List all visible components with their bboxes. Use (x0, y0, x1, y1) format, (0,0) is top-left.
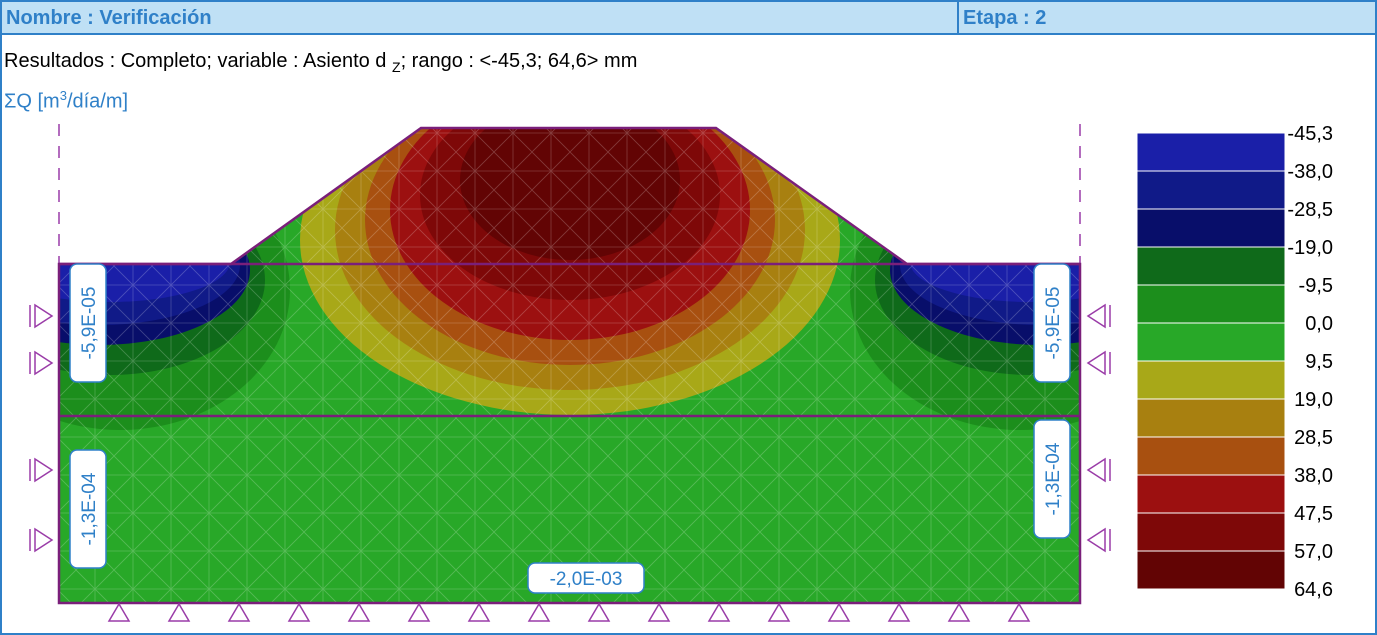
pin-support (827, 602, 851, 622)
pin-support (467, 602, 491, 622)
legend-label: 64,6 (1294, 579, 1333, 601)
flow-label-left-lower-text: -1,3E-04 (79, 472, 100, 545)
legend-label: -45,3 (1287, 123, 1333, 145)
pin-support (947, 602, 971, 622)
legend-swatch (1136, 474, 1286, 514)
left-roller-support (29, 527, 54, 553)
pin-support (527, 602, 551, 622)
pin-support (887, 602, 911, 622)
flow-label-right-lower: -1,3E-04 (1033, 419, 1071, 539)
legend-label: 28,5 (1294, 427, 1333, 449)
pin-support (347, 602, 371, 622)
flow-label-right-lower-text: -1,3E-04 (1043, 442, 1064, 515)
legend-label: -38,0 (1287, 161, 1333, 183)
legend-swatch (1136, 360, 1286, 400)
pin-support (707, 602, 731, 622)
legend-swatch (1136, 398, 1286, 438)
right-roller-support (1086, 527, 1111, 553)
flux-sup: 3 (59, 88, 67, 103)
left-roller-support (29, 350, 54, 376)
legend-swatch (1136, 284, 1286, 324)
legend-label: 57,0 (1294, 541, 1333, 563)
flow-label-bottom-text: -2,0E-03 (550, 569, 623, 590)
legend-swatches (1136, 132, 1286, 590)
legend-swatch (1136, 208, 1286, 248)
legend-swatch (1136, 436, 1286, 476)
left-roller-support (29, 303, 54, 329)
flux-base: ΣQ [m (4, 90, 60, 113)
legend-swatch (1136, 132, 1286, 172)
flow-label-left-upper-text: -5,9E-05 (79, 287, 100, 360)
legend-label: 19,0 (1294, 389, 1333, 411)
legend-swatch (1136, 512, 1286, 552)
flow-label-right-upper: -5,9E-05 (1033, 263, 1071, 383)
results-suffix: ; rango : <-45,3; 64,6> mm (400, 50, 638, 72)
layer-boundaries (57, 126, 1082, 605)
flux-title: ΣQ [m3/día/m] (4, 88, 128, 114)
side-supports (29, 303, 1111, 553)
results-prefix: Resultados : Completo; variable : Asient… (4, 50, 387, 72)
legend-labels: -45,3 -38,0 -28,5 -19,0 -9,5 0,0 9,5 19,0 28,5 38… (1287, 123, 1333, 601)
legend-swatch (1136, 322, 1286, 362)
legend-label: 9,5 (1305, 351, 1333, 373)
legend-label: -19,0 (1287, 237, 1333, 259)
header-name: Nombre : Verificación (2, 2, 959, 35)
pin-support (767, 602, 791, 622)
dashed-guides (58, 124, 1081, 264)
flow-label-left-lower: -1,3E-04 (69, 449, 107, 569)
legend-swatch (1136, 550, 1286, 590)
legend-label: 47,5 (1294, 503, 1333, 525)
results-line: Resultados : Completo; variable : Asient… (4, 50, 637, 75)
flow-label-left-upper: -5,9E-05 (69, 263, 107, 383)
pin-support (647, 602, 671, 622)
legend-label: -28,5 (1287, 199, 1333, 221)
pin-support (287, 602, 311, 622)
legend-label: -9,5 (1299, 275, 1333, 297)
flux-tail: /día/m] (66, 90, 129, 113)
right-roller-support (1086, 457, 1111, 483)
pin-support (107, 602, 131, 622)
pin-support (227, 602, 251, 622)
header-stage: Etapa : 2 (959, 2, 1375, 35)
results-subscript: Z (392, 59, 401, 75)
flow-label-bottom: -2,0E-03 (527, 562, 645, 594)
right-roller-support (1086, 350, 1111, 376)
legend-swatch (1136, 246, 1286, 286)
pin-support (587, 602, 611, 622)
left-roller-support (29, 457, 54, 483)
legend-swatch (1136, 170, 1286, 210)
pin-support (407, 602, 431, 622)
pin-support (167, 602, 191, 622)
right-roller-support (1086, 303, 1111, 329)
flow-label-right-upper-text: -5,9E-05 (1043, 287, 1064, 360)
legend-label: 38,0 (1294, 465, 1333, 487)
legend-label: 0,0 (1305, 313, 1333, 335)
bottom-supports (107, 602, 1031, 622)
pin-support (1007, 602, 1031, 622)
